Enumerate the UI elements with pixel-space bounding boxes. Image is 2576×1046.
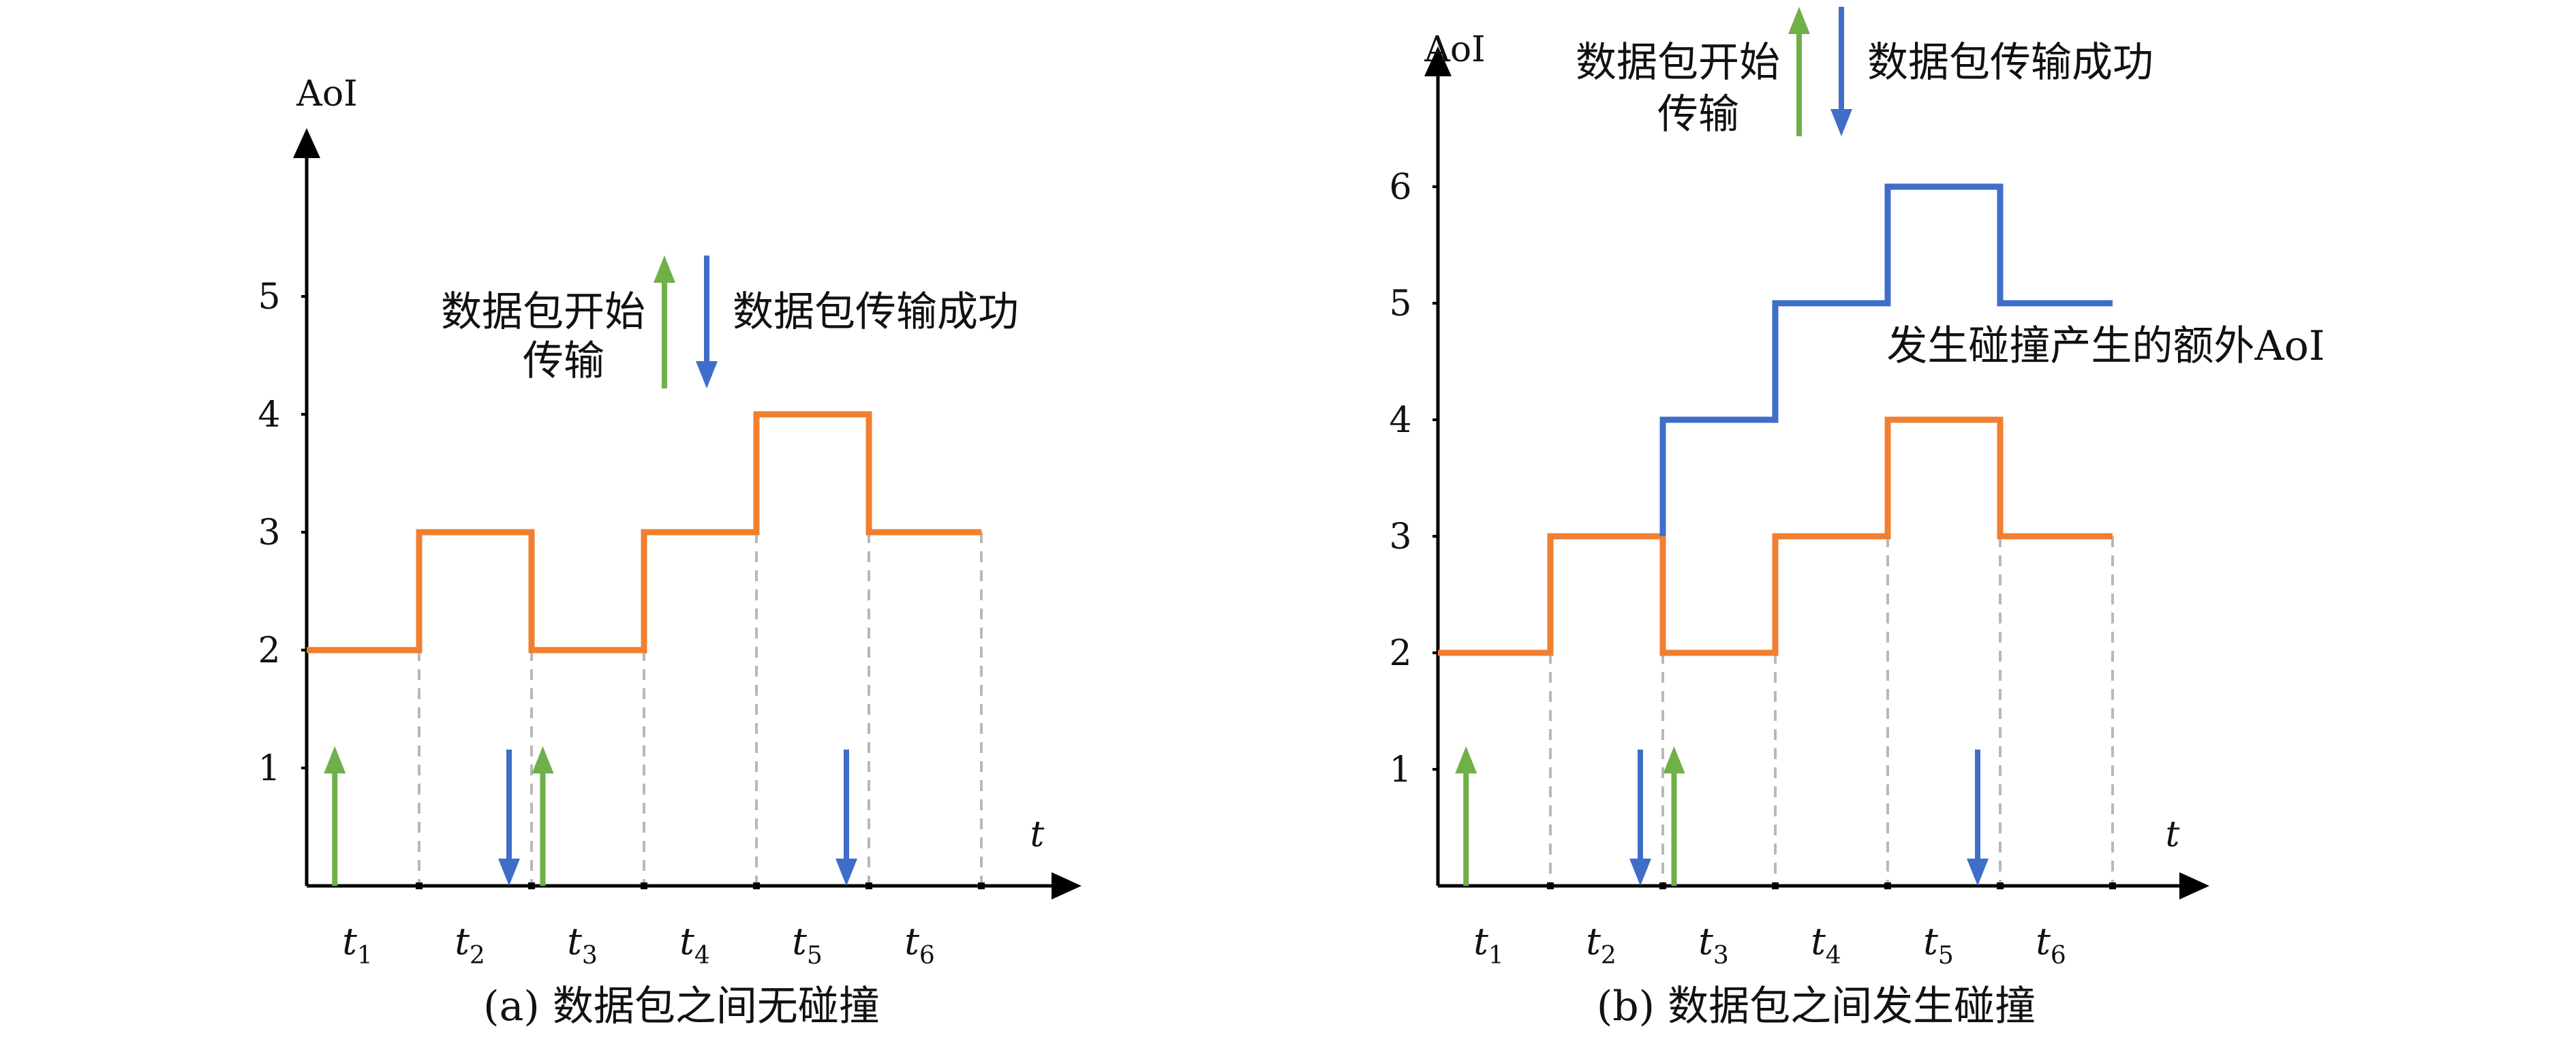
panel-b-legend-start-arrow-head — [1788, 7, 1810, 34]
panel-b-start-marker-0-head — [1455, 746, 1477, 773]
panel-b-x-tick-label-2: t2 — [1586, 920, 1616, 970]
panel-b-success-marker-3-head — [1967, 859, 1989, 886]
panel-a-success-marker-1-head — [498, 859, 520, 886]
panel-a-x-tick-5 — [865, 882, 872, 889]
panel-a-y-tick-label-5: 5 — [258, 277, 280, 318]
panel-b-y-tick-label-2: 2 — [1389, 633, 1411, 674]
panel-a-x-tick-4 — [753, 882, 760, 889]
panel-b-x-axis-arrow — [2179, 872, 2209, 899]
panel-a-legend-start-label-line1: 数据包开始 — [441, 288, 645, 336]
panel-a-x-tick-label-5: t5 — [792, 920, 823, 970]
panel-b-start-marker-2-head — [1663, 746, 1685, 773]
panel-b-legend-success-label: 数据包传输成功 — [1867, 39, 2153, 87]
panel-b-y-tick-label-1: 1 — [1389, 750, 1411, 790]
panel-b-caption: (b) 数据包之间发生碰撞 — [1597, 983, 2036, 1030]
panel-b-y-axis-arrow — [1424, 46, 1452, 76]
panel-a-y-tick-label-4: 4 — [258, 395, 280, 435]
panel-b-x-tick-label-3: t3 — [1698, 920, 1729, 970]
panel-b-y-tick-label-3: 3 — [1389, 517, 1411, 557]
panel-a-start-marker-2 — [532, 746, 554, 886]
panel-b-x-tick-label-6: t6 — [2036, 920, 2066, 970]
panel-b-success-marker-3 — [1967, 750, 1989, 886]
panel-a-x-tick-6 — [978, 882, 985, 889]
panel-b-y-tick-label-6: 6 — [1389, 167, 1411, 208]
panel-a-legend-success-arrow — [696, 256, 718, 388]
panel-a-x-tick-3 — [641, 882, 647, 889]
panel-a-legend-success-label: 数据包传输成功 — [733, 288, 1019, 336]
panel-b-legend-success-arrow-head — [1830, 109, 1852, 136]
panel-a-y-tick-label-3: 3 — [258, 512, 280, 553]
panel-b-x-tick-5 — [1997, 882, 2004, 889]
panel-a-y-tick-label-2: 2 — [258, 630, 280, 671]
panel-a-start-marker-2-head — [532, 746, 554, 773]
panel-b-annotation: 发生碰撞产生的额外AoI — [1886, 322, 2325, 370]
panel-a-legend-start-arrow-head — [654, 256, 675, 283]
panel-b-y-tick-label-4: 4 — [1389, 400, 1411, 441]
panel-a-legend-success-arrow-head — [696, 361, 718, 388]
panel-b-x-tick-4 — [1884, 882, 1891, 889]
panel-b-y-tick-label-5: 5 — [1389, 283, 1411, 324]
panel-b-x-tick-2 — [1659, 882, 1666, 889]
panel-b-x-tick-6 — [2109, 882, 2116, 889]
panel-a-x-tick-2 — [528, 882, 535, 889]
panel-b-x-tick-label-1: t1 — [1473, 920, 1504, 970]
panel-b-x-tick-1 — [1547, 882, 1554, 889]
panel-b-legend-success-arrow — [1830, 7, 1852, 136]
panel-a-y-axis-label: AoI — [296, 74, 357, 114]
panel-a-x-tick-label-4: t4 — [679, 920, 710, 970]
panel-a-start-marker-0 — [324, 746, 346, 886]
panel-b-x-axis-label: t — [2166, 814, 2180, 855]
panel-b-start-marker-0 — [1455, 746, 1477, 886]
panel-a-legend-start-arrow — [654, 256, 675, 388]
panel-a-x-tick-label-1: t1 — [342, 920, 373, 970]
panel-a-start-marker-0-head — [324, 746, 346, 773]
panel-a-x-axis-arrow — [1052, 872, 1082, 899]
panel-a-y-axis-arrow — [293, 128, 320, 158]
panel-b-series-orange-line — [1438, 416, 2113, 656]
panel-a-series-orange-line — [307, 411, 981, 653]
panel-a-x-axis-label: t — [1030, 814, 1045, 855]
panel-a-caption: (a) 数据包之间无碰撞 — [483, 983, 880, 1030]
panel-a-success-marker-1 — [498, 750, 520, 886]
panel-b-x-tick-label-4: t4 — [1811, 920, 1841, 970]
panel-b-legend-start-label-line1: 数据包开始 — [1576, 39, 1780, 87]
panel-a-legend-start-label-line2: 传输 — [523, 337, 604, 385]
panel-a-success-marker-3-head — [835, 859, 857, 886]
panel-a-x-tick-label-3: t3 — [567, 920, 598, 970]
panel-b-legend-start-label-line2: 传输 — [1657, 91, 1739, 138]
panel-a-x-tick-1 — [416, 882, 423, 889]
panel-b-success-marker-1-head — [1629, 859, 1651, 886]
panel-b-y-axis-label: AoI — [1424, 29, 1485, 70]
panel-b-success-marker-1 — [1629, 750, 1651, 886]
panel-b-start-marker-2 — [1663, 746, 1685, 886]
panel-b-x-tick-label-5: t5 — [1923, 920, 1954, 970]
panel-b-legend-start-arrow — [1788, 7, 1810, 136]
panel-a-success-marker-3 — [835, 750, 857, 886]
panel-a-x-tick-label-2: t2 — [455, 920, 485, 970]
panel-b-x-tick-3 — [1772, 882, 1779, 889]
panel-a-x-tick-label-6: t6 — [904, 920, 935, 970]
panel-a-y-tick-label-1: 1 — [258, 748, 280, 789]
panel-b-series-blue-line — [1659, 183, 2113, 536]
